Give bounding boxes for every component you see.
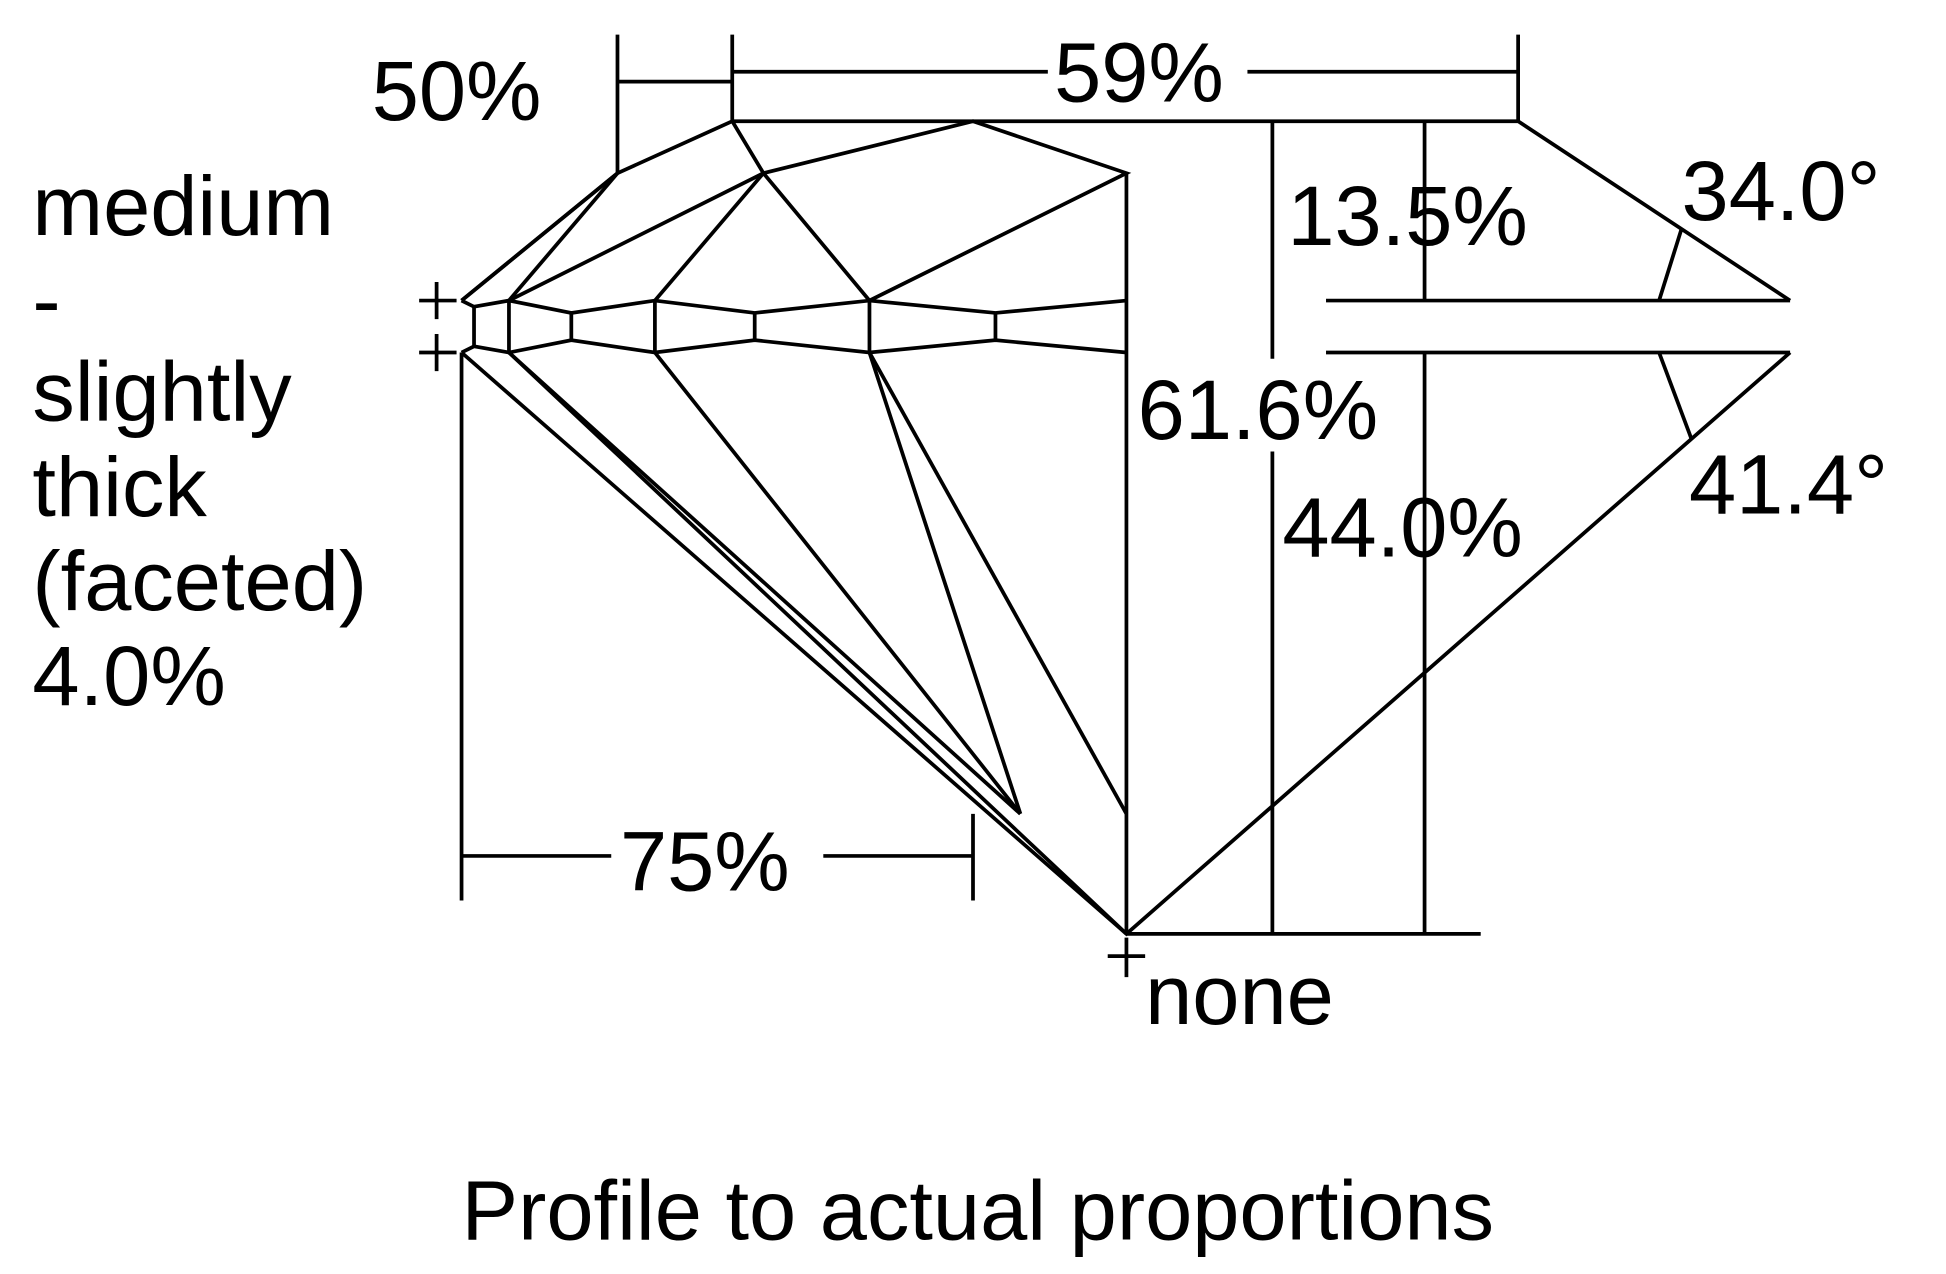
girdle-line: -	[32, 253, 60, 347]
table-width-label: 59%	[1054, 26, 1224, 120]
girdle-label: medium - slightly thick (faceted) 4.0%	[32, 159, 367, 723]
culet-label: none	[1145, 948, 1334, 1042]
dimension-lines	[419, 34, 1791, 978]
girdle	[460, 298, 1127, 355]
pavilion-angle-label: 41.4°	[1689, 438, 1888, 532]
crown-angle-label: 34.0°	[1682, 144, 1881, 238]
girdle-line: thick	[32, 440, 207, 534]
girdle-line: medium	[32, 159, 334, 253]
star-length-label: 50%	[372, 44, 542, 138]
total-depth-label: 61.6%	[1138, 363, 1378, 457]
caption: Profile to actual proportions	[462, 1164, 1494, 1258]
pavilion-depth-label: 44.0%	[1282, 481, 1522, 575]
girdle-line: 4.0%	[32, 629, 225, 723]
crown-facets	[460, 119, 1132, 303]
lower-half-label: 75%	[620, 815, 790, 909]
girdle-line: (faceted)	[32, 534, 367, 628]
pavilion-facets	[507, 351, 1129, 936]
girdle-line: slightly	[32, 345, 292, 439]
crown-height-label: 13.5%	[1287, 169, 1527, 263]
